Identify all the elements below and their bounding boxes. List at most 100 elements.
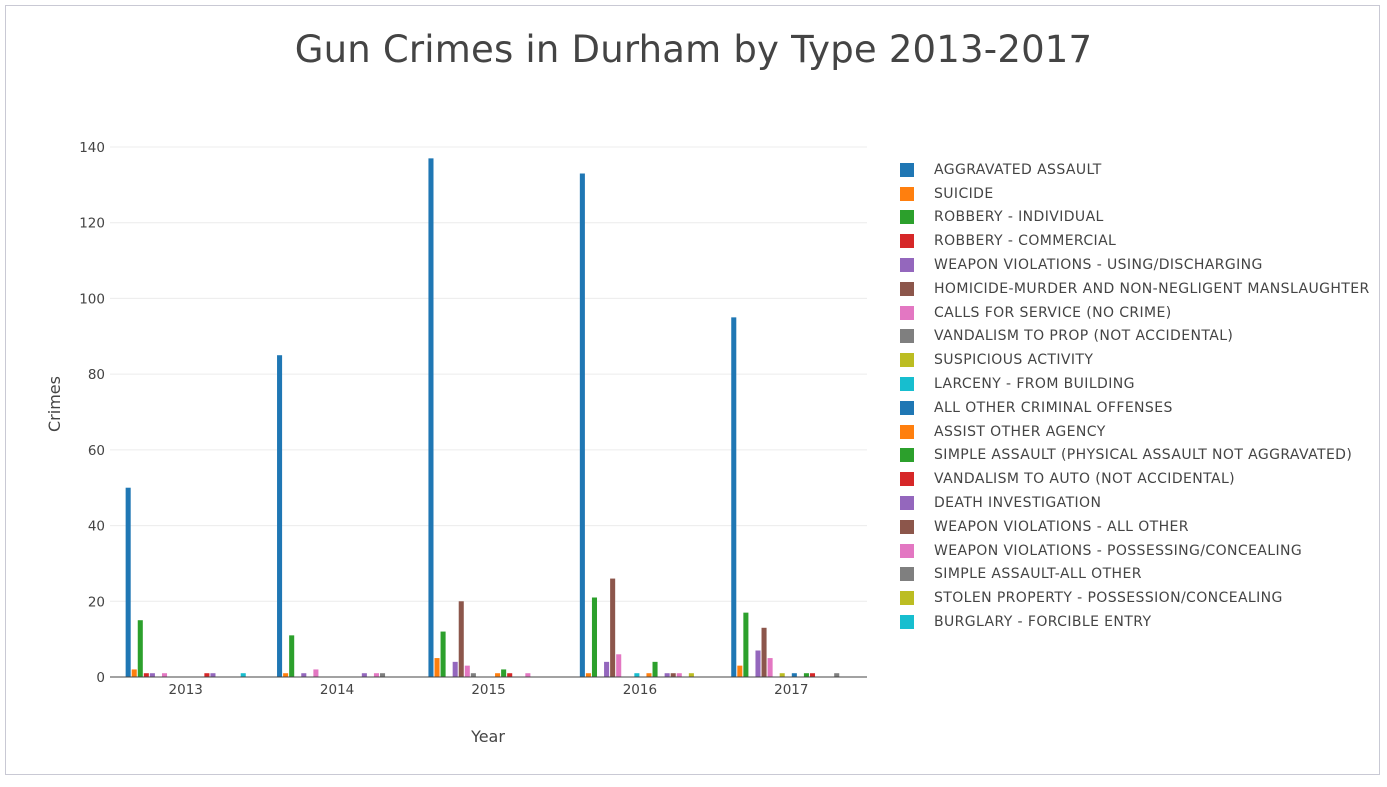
bar[interactable]	[743, 612, 749, 677]
bar[interactable]	[161, 673, 168, 677]
legend-swatch	[900, 234, 914, 249]
legend-item[interactable]: BURGLARY - FORCIBLE ENTRY	[900, 610, 1370, 634]
legend-swatch	[900, 496, 914, 511]
bars	[125, 158, 840, 678]
legend-item[interactable]: VANDALISM TO PROP (NOT ACCIDENTAL)	[900, 325, 1370, 349]
bar[interactable]	[379, 673, 386, 677]
legend-item[interactable]: HOMICIDE-MURDER AND NON-NEGLIGENT MANSLA…	[900, 277, 1370, 301]
bar[interactable]	[585, 673, 591, 677]
bar[interactable]	[591, 597, 598, 678]
bar[interactable]	[495, 673, 501, 677]
bar[interactable]	[434, 658, 440, 677]
bar[interactable]	[809, 673, 816, 677]
bar[interactable]	[301, 673, 307, 677]
bar[interactable]	[604, 661, 610, 677]
bar[interactable]	[755, 650, 761, 678]
bar[interactable]	[731, 317, 737, 677]
bar[interactable]	[507, 673, 513, 677]
bar[interactable]	[579, 173, 585, 678]
legend-item[interactable]: AGGRAVATED ASSAULT	[900, 158, 1370, 182]
legend-item[interactable]: SIMPLE ASSAULT-ALL OTHER	[900, 563, 1370, 587]
bar[interactable]	[283, 673, 289, 677]
legend-label: SIMPLE ASSAULT-ALL OTHER	[934, 566, 1142, 583]
bar[interactable]	[525, 673, 531, 677]
bar[interactable]	[143, 673, 149, 677]
bar[interactable]	[440, 631, 446, 677]
legend-swatch	[900, 329, 914, 344]
legend-swatch	[900, 448, 914, 463]
legend-item[interactable]: ROBBERY - INDIVIDUAL	[900, 206, 1370, 230]
legend-label: CALLS FOR SERVICE (NO CRIME)	[934, 304, 1172, 321]
bar[interactable]	[277, 355, 283, 677]
legend-item[interactable]: ALL OTHER CRIMINAL OFFENSES	[900, 396, 1370, 420]
legend-label: SUICIDE	[934, 185, 994, 202]
bar[interactable]	[137, 620, 143, 677]
bar[interactable]	[428, 158, 434, 677]
bar[interactable]	[737, 665, 743, 677]
gridlines	[110, 146, 867, 602]
legend-label: ASSIST OTHER AGENCY	[934, 423, 1106, 440]
chart-frame	[5, 5, 1380, 775]
bar[interactable]	[361, 673, 367, 677]
bar[interactable]	[670, 673, 676, 677]
bar[interactable]	[676, 673, 682, 677]
y-tick-label: 40	[88, 519, 105, 535]
legend-item[interactable]: SUSPICIOUS ACTIVITY	[900, 348, 1370, 372]
bar[interactable]	[373, 673, 379, 677]
legend-item[interactable]: DEATH INVESTIGATION	[900, 491, 1370, 515]
legend-item[interactable]: SUICIDE	[900, 182, 1370, 206]
y-tick-label: 100	[79, 291, 105, 307]
legend-label: STOLEN PROPERTY - POSSESSION/CONCEALING	[934, 590, 1283, 607]
bar[interactable]	[210, 673, 216, 677]
bar[interactable]	[646, 673, 652, 677]
legend-swatch	[900, 353, 914, 368]
legend-item[interactable]: VANDALISM TO AUTO (NOT ACCIDENTAL)	[900, 467, 1370, 491]
bar[interactable]	[779, 673, 785, 677]
bar[interactable]	[791, 673, 797, 677]
bar[interactable]	[767, 658, 773, 677]
bar[interactable]	[688, 673, 694, 677]
axes: 0 20 40 60 80 100 120 140 2013 2014 2015 2016 2017	[79, 140, 867, 698]
legend-item[interactable]: STOLEN PROPERTY - POSSESSION/CONCEALING	[900, 586, 1370, 610]
legend-swatch	[900, 400, 914, 415]
legend-label: WEAPON VIOLATIONS - POSSESSING/CONCEALIN…	[934, 542, 1303, 559]
bar[interactable]	[616, 654, 622, 677]
bar[interactable]	[834, 673, 840, 677]
bar[interactable]	[464, 665, 470, 677]
bar[interactable]	[240, 673, 246, 677]
bar[interactable]	[803, 673, 809, 677]
bar[interactable]	[664, 673, 670, 677]
bar[interactable]	[149, 673, 155, 677]
y-tick-label: 20	[88, 594, 105, 610]
x-tick-label: 2015	[471, 682, 505, 698]
legend-item[interactable]: WEAPON VIOLATIONS - USING/DISCHARGING	[900, 253, 1370, 277]
bar[interactable]	[289, 635, 295, 677]
y-tick-label: 0	[96, 670, 105, 686]
bar[interactable]	[652, 661, 658, 677]
legend-item[interactable]: WEAPON VIOLATIONS - ALL OTHER	[900, 515, 1370, 539]
legend-swatch	[900, 567, 914, 582]
legend-swatch	[900, 305, 914, 320]
bar[interactable]	[131, 669, 137, 677]
bar[interactable]	[610, 578, 616, 677]
bar[interactable]	[204, 673, 210, 677]
bar[interactable]	[125, 487, 131, 677]
legend-item[interactable]: ASSIST OTHER AGENCY	[900, 420, 1370, 444]
legend-item[interactable]: LARCENY - FROM BUILDING	[900, 372, 1370, 396]
y-tick-label: 140	[79, 140, 105, 156]
legend-swatch	[900, 424, 914, 439]
legend-item[interactable]: SIMPLE ASSAULT (PHYSICAL ASSAULT NOT AGG…	[900, 444, 1370, 468]
legend-label: ROBBERY - COMMERCIAL	[934, 233, 1117, 250]
bar[interactable]	[313, 669, 319, 677]
bar[interactable]	[458, 601, 464, 677]
legend-item[interactable]: WEAPON VIOLATIONS - POSSESSING/CONCEALIN…	[900, 539, 1370, 563]
bar[interactable]	[634, 673, 640, 677]
bar[interactable]	[501, 669, 507, 677]
bar[interactable]	[761, 627, 767, 677]
y-tick-label: 80	[88, 367, 105, 383]
legend-item[interactable]: CALLS FOR SERVICE (NO CRIME)	[900, 301, 1370, 325]
bar[interactable]	[470, 673, 476, 677]
x-axis-title: Year	[470, 727, 505, 746]
bar[interactable]	[452, 661, 458, 677]
legend-item[interactable]: ROBBERY - COMMERCIAL	[900, 229, 1370, 253]
